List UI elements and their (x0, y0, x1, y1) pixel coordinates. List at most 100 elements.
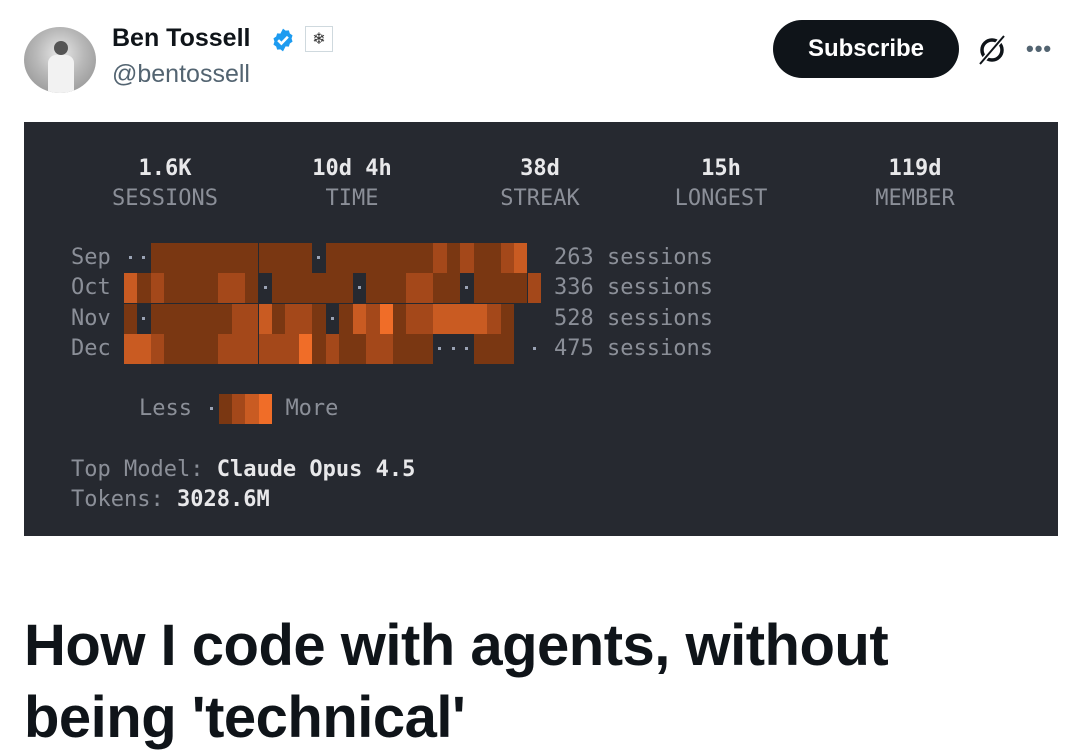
heatmap-cell (271, 243, 286, 273)
heatmap-cell (245, 273, 259, 304)
heatmap-cell (312, 303, 326, 334)
heatmap-cell (366, 273, 380, 304)
subscribe-button[interactable]: Subscribe (773, 20, 959, 78)
legend-swatches (205, 394, 273, 424)
heatmap-cell (460, 273, 474, 304)
heatmap-cell (406, 273, 420, 304)
heatmap-cell (379, 273, 393, 304)
heatmap-cell (137, 273, 151, 304)
heatmap-cell (339, 303, 353, 334)
heatmap-cell (285, 243, 299, 273)
heatmap-cell (124, 333, 138, 364)
heatmap-cell (271, 273, 286, 304)
author-name[interactable]: Ben Tossell (112, 24, 251, 52)
heatmap-cell (527, 273, 541, 304)
heatmap-cell (177, 243, 192, 273)
session-count: 475 sessions (554, 335, 713, 361)
heatmap-cell (446, 333, 461, 364)
heatmap-cell (298, 243, 313, 273)
verified-badge-icon (273, 28, 293, 52)
heatmap-cell (191, 333, 205, 364)
heatmap-cell (514, 273, 528, 304)
heatmap-cell (366, 243, 380, 273)
heatmap-cell (298, 303, 313, 334)
legend-swatch (232, 394, 246, 424)
heatmap-cell (460, 303, 474, 334)
heatmap-cell (191, 273, 205, 304)
heatmap-cell (177, 273, 192, 304)
heatmap-cell (339, 333, 353, 364)
heatmap-cell (433, 303, 447, 334)
avatar[interactable] (24, 27, 96, 93)
heatmap-cell (446, 243, 461, 273)
heatmap-cell (312, 243, 326, 273)
heatmap-cell (137, 333, 151, 364)
tokens-line: Tokens: 3028.6M (71, 487, 270, 512)
heatmap-cell (339, 273, 353, 304)
snowflake-icon[interactable]: ❄ (305, 26, 333, 52)
heatmap-cell (312, 273, 326, 304)
heatmap-cell (285, 303, 299, 334)
heatmap-cell (124, 273, 138, 304)
heatmap-cell (150, 273, 165, 304)
heatmap-cell (419, 243, 434, 273)
heatmap-legend: Less More (139, 394, 338, 424)
heatmap-cell (473, 273, 488, 304)
heatmap-cell (527, 333, 541, 364)
heatmap-cell (487, 303, 501, 334)
heatmap-cell (137, 303, 151, 334)
legend-swatch (205, 394, 219, 424)
heatmap-cell (460, 333, 474, 364)
heatmap-cell (177, 333, 192, 364)
more-icon[interactable]: ••• (1026, 36, 1053, 61)
heatmap-cell (446, 273, 461, 304)
article-title[interactable]: How I code with agents, without being 'te… (24, 613, 889, 750)
stat-streak: 38d STREAK (500, 156, 580, 211)
heatmap-cell (245, 243, 259, 273)
heatmap-cell (245, 303, 259, 334)
heatmap-cell (150, 333, 165, 364)
heatmap-cell (258, 243, 272, 273)
heatmap-cell (285, 333, 299, 364)
heatmap-cell (312, 333, 326, 364)
heatmap-cell (433, 273, 447, 304)
session-count: 336 sessions (554, 275, 713, 301)
heatmap-cell (406, 243, 420, 273)
heatmap-cell (379, 333, 393, 364)
heatmap-cell (352, 243, 367, 273)
top-model-line: Top Model: Claude Opus 4.5 (71, 457, 416, 482)
heatmap-cell (177, 303, 192, 334)
month-label: Nov (71, 305, 111, 331)
heatmap-cell (150, 243, 165, 273)
heatmap-cell (487, 273, 501, 304)
heatmap-cell (218, 303, 232, 334)
heatmap-cell (500, 273, 515, 304)
heatmap-cell (231, 273, 246, 304)
heatmap-cell (473, 333, 488, 364)
grok-icon[interactable] (974, 32, 1010, 68)
stat-longest: 15h LONGEST (674, 156, 768, 211)
heatmap-cell (150, 303, 165, 334)
heatmap-cell (419, 303, 434, 334)
heatmap-cell (473, 243, 488, 273)
heatmap-cell (460, 243, 474, 273)
heatmap-cell (298, 273, 313, 304)
heatmap-cell (352, 333, 367, 364)
author-handle[interactable]: @bentossell (112, 60, 250, 88)
session-count: 263 sessions (554, 245, 713, 270)
heatmap-cell (204, 243, 219, 273)
heatmap-cell (258, 333, 272, 364)
heatmap-cell (325, 303, 340, 334)
heatmap-cell (433, 243, 447, 273)
heatmap-cell (204, 303, 219, 334)
heatmap-cell (487, 243, 501, 273)
heatmap-cell (406, 333, 420, 364)
heatmap-cell (231, 303, 246, 334)
heatmap-cell (393, 303, 407, 334)
heatmap-cell (245, 333, 259, 364)
heatmap-cell (218, 243, 232, 273)
heatmap-cell (352, 303, 367, 334)
heatmap-cell (325, 243, 340, 273)
heatmap-cell (325, 333, 340, 364)
heatmap-cell (325, 273, 340, 304)
